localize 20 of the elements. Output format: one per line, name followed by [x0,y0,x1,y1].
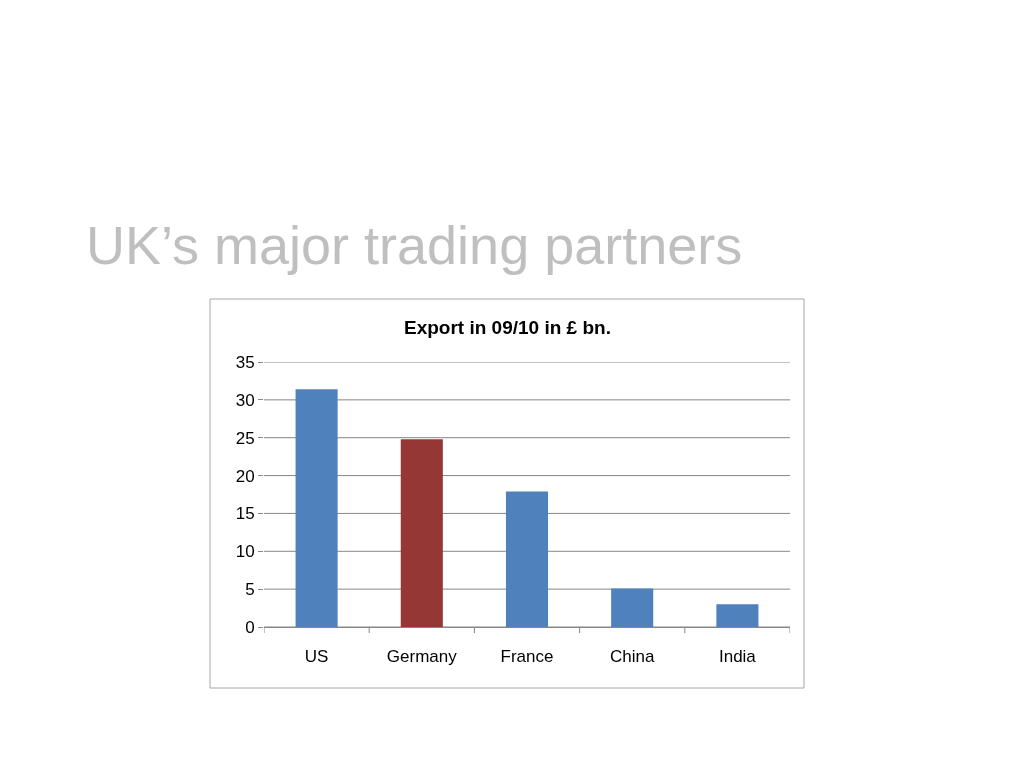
chart-subtitle: Export in 09/10 in £ bn. [404,317,611,338]
y-tick-label: 35 [235,352,255,372]
x-tick-label: US [304,647,329,667]
y-tick-label: 30 [235,390,255,410]
x-tick-label: China [609,647,655,667]
y-tick-label: 25 [235,428,255,448]
bar [400,439,443,627]
x-tick-label: Germany [386,647,458,667]
y-tick-label: 5 [245,580,255,600]
y-tick-label: 20 [235,466,255,486]
bar [295,389,338,627]
bar [505,491,549,627]
y-tick-label: 0 [245,617,255,637]
bar [611,588,654,627]
y-tick-label: 10 [235,542,255,562]
x-tick-label: India [718,647,757,667]
bar [716,604,759,627]
chart-title: UK’s major trading partners [86,214,743,275]
x-tick-label: France [500,647,554,667]
y-tick-label: 15 [235,504,255,524]
